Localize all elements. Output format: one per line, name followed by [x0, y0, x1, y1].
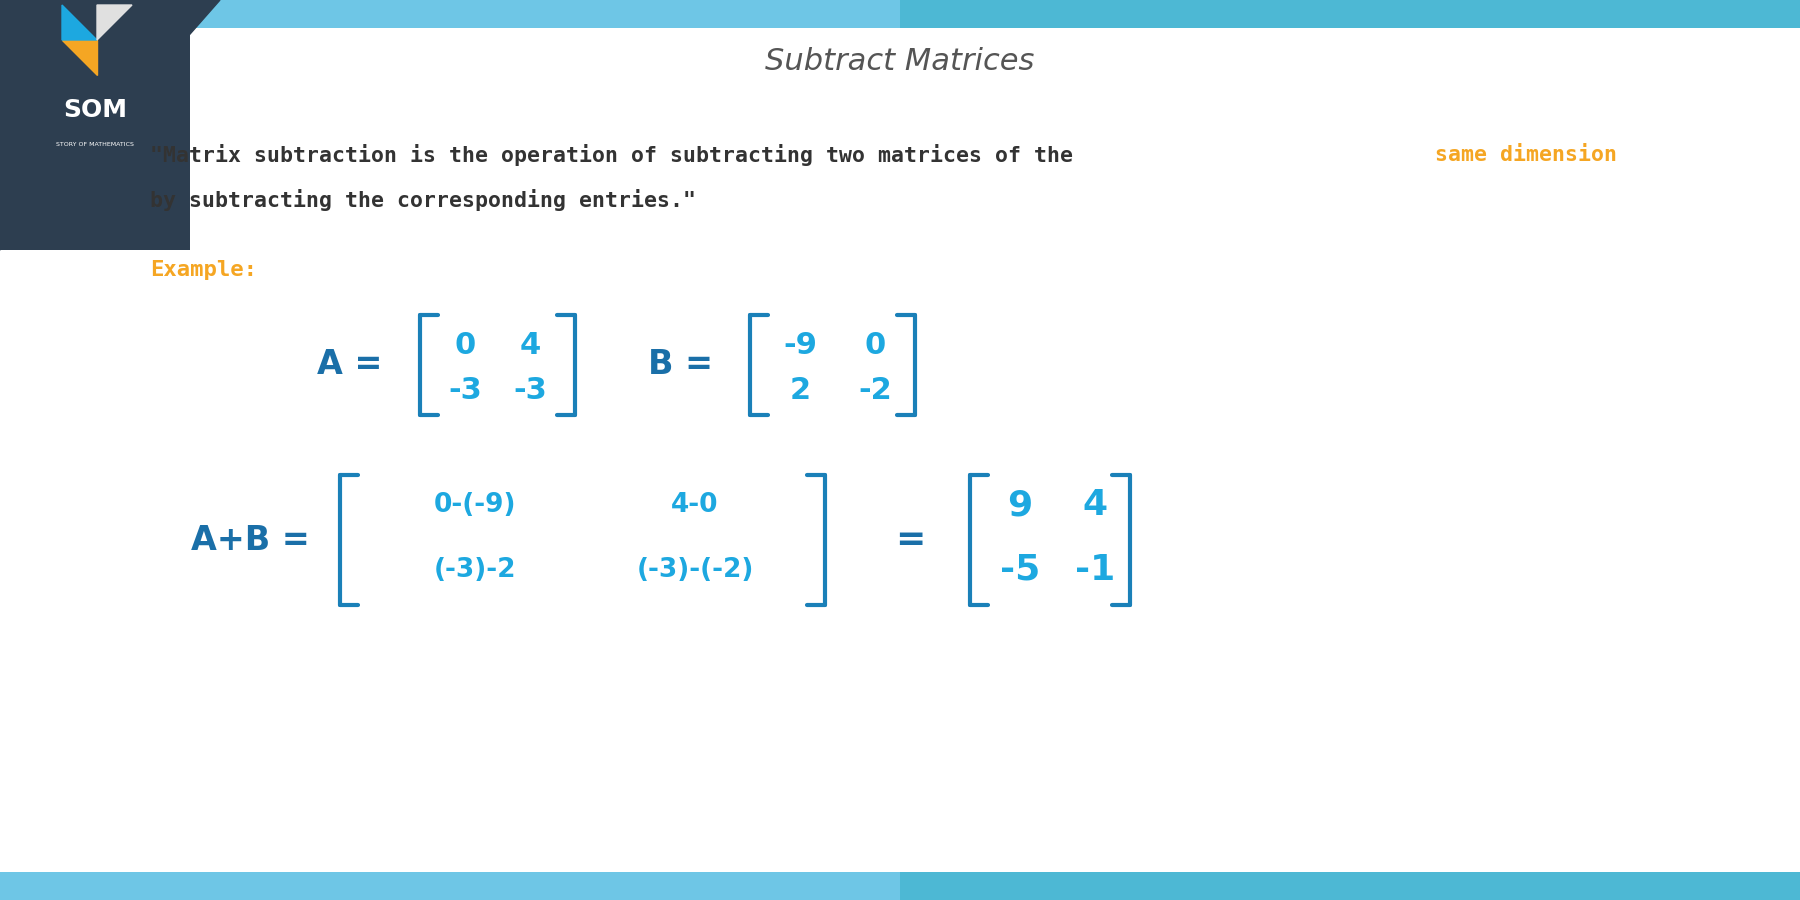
Text: 0: 0: [864, 330, 886, 359]
FancyBboxPatch shape: [0, 0, 1800, 25]
Text: -5: -5: [999, 553, 1040, 587]
Text: B =: B =: [648, 348, 713, 382]
Text: 4: 4: [520, 330, 540, 359]
Text: -1: -1: [1075, 553, 1116, 587]
Text: A =: A =: [317, 348, 383, 382]
Text: -3: -3: [513, 375, 547, 404]
FancyBboxPatch shape: [0, 0, 191, 250]
Polygon shape: [0, 0, 220, 250]
Text: 2: 2: [790, 375, 810, 404]
Text: 0-(-9): 0-(-9): [434, 492, 517, 518]
Polygon shape: [97, 5, 131, 40]
Text: 4-0: 4-0: [671, 492, 718, 518]
Polygon shape: [61, 40, 97, 75]
FancyBboxPatch shape: [900, 872, 1800, 900]
Text: SOM: SOM: [63, 98, 128, 122]
Text: same dimension: same dimension: [1435, 145, 1616, 165]
Polygon shape: [61, 5, 97, 40]
Text: 0: 0: [454, 330, 475, 359]
FancyBboxPatch shape: [0, 872, 1800, 900]
Text: =: =: [895, 523, 925, 557]
FancyBboxPatch shape: [900, 0, 1800, 28]
FancyBboxPatch shape: [0, 0, 900, 28]
Text: STORY OF MATHEMATICS: STORY OF MATHEMATICS: [56, 142, 133, 148]
Text: Subtract Matrices: Subtract Matrices: [765, 48, 1035, 76]
Text: (-3)-2: (-3)-2: [434, 557, 517, 583]
Text: -3: -3: [448, 375, 482, 404]
Text: A+B =: A+B =: [191, 524, 310, 556]
Text: -9: -9: [783, 330, 817, 359]
Text: -2: -2: [859, 375, 891, 404]
Text: 4: 4: [1082, 488, 1107, 522]
Text: 9: 9: [1008, 488, 1033, 522]
Text: Example:: Example:: [149, 260, 257, 280]
Text: (-3)-(-2): (-3)-(-2): [637, 557, 754, 583]
Text: "Matrix subtraction is the operation of subtracting two matrices of the: "Matrix subtraction is the operation of …: [149, 144, 1085, 166]
Text: by subtracting the corresponding entries.": by subtracting the corresponding entries…: [149, 189, 697, 211]
